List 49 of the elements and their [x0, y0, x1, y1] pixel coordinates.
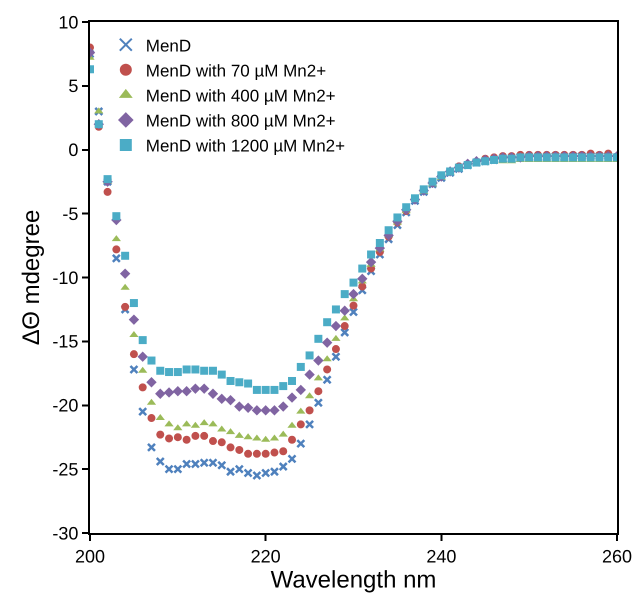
point: [218, 438, 226, 446]
x-tick-label: 200: [74, 546, 106, 567]
point: [182, 436, 191, 444]
y-tick-label: 0: [68, 140, 78, 160]
legend-label: MenD with 70 µM Mn2+: [146, 61, 326, 80]
y-tick-label: -5: [62, 204, 78, 224]
x-axis-title: Wavelength nm: [270, 566, 436, 594]
y-tick-label: -20: [52, 396, 78, 416]
y-tick-label: -25: [52, 459, 78, 480]
legend-label: MenD with 1200 µM Mn2+: [146, 136, 346, 156]
x-tick-label: 240: [426, 546, 456, 567]
point: [104, 188, 112, 196]
point: [332, 345, 340, 354]
point: [147, 414, 156, 422]
legend-label: MenD with 400 µM Mn2+: [146, 86, 336, 106]
point: [323, 365, 332, 374]
point: [235, 446, 244, 454]
y-tick-label: -15: [52, 332, 78, 352]
point: [270, 448, 278, 457]
x-tick-label: 260: [602, 546, 632, 567]
legend-label: MenD with 800 µM Mn2+: [146, 112, 336, 131]
point: [244, 450, 252, 458]
y-tick-label: 10: [58, 12, 78, 32]
point: [112, 245, 120, 254]
y-tick-label: 5: [68, 76, 78, 96]
y-axis-title: ΔΘ mdegree: [18, 210, 45, 346]
point: [174, 433, 182, 442]
legend-label: MenD: [146, 36, 192, 56]
point: [262, 450, 270, 458]
point: [296, 420, 305, 428]
y-tick-label: -10: [52, 268, 78, 288]
y-tick-label: -30: [52, 523, 78, 544]
point: [340, 322, 349, 330]
point: [208, 437, 217, 446]
x-tick-label: 220: [250, 546, 281, 567]
point: [130, 350, 138, 358]
point: [200, 432, 208, 440]
point: [252, 450, 261, 458]
point: [279, 447, 288, 456]
point: [306, 406, 314, 414]
point: [288, 436, 296, 444]
point: [121, 302, 130, 311]
point: [165, 434, 174, 442]
point: [138, 383, 147, 392]
point: [191, 432, 200, 440]
point: [226, 443, 235, 452]
point: [350, 302, 358, 310]
point: [314, 387, 322, 396]
point: [156, 430, 164, 439]
